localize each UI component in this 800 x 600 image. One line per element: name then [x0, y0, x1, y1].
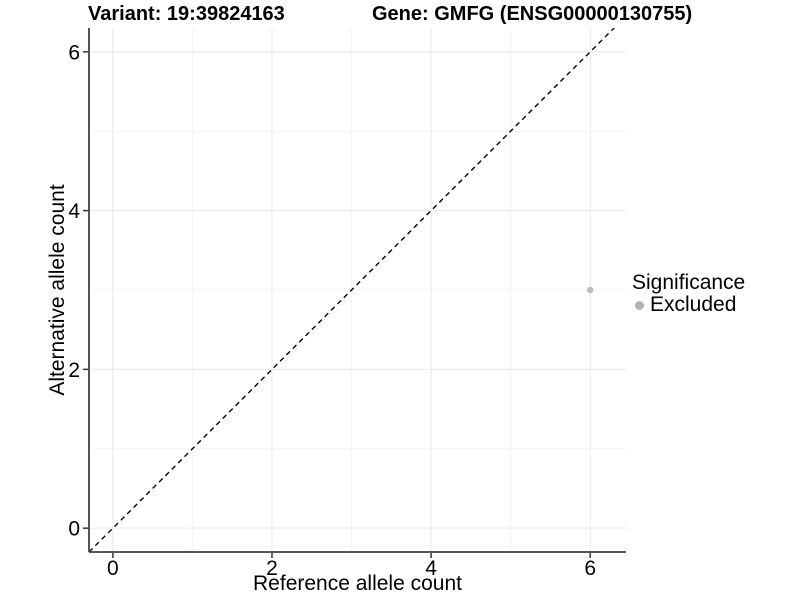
plot-title-gene: Gene: GMFG (ENSG00000130755) — [372, 3, 693, 25]
y-tick-label: 2 — [68, 359, 80, 382]
legend-item-excluded: Excluded — [630, 293, 745, 316]
x-tick-label: 2 — [266, 557, 278, 580]
data-point — [587, 286, 594, 294]
y-tick-label: 4 — [68, 200, 80, 223]
legend-item-label: Excluded — [650, 293, 737, 316]
plot-title-variant: Variant: 19:39824163 — [88, 3, 285, 25]
x-tick-label: 4 — [425, 557, 437, 580]
legend-title: Significance — [632, 271, 746, 294]
y-tick-label: 6 — [68, 41, 80, 64]
legend: Significance Excluded — [630, 271, 746, 316]
x-tick-label: 6 — [584, 557, 596, 580]
x-axis-title: Reference allele count — [253, 572, 462, 595]
identity-reference-line — [89, 28, 616, 552]
x-tick-label: 0 — [107, 557, 119, 580]
legend-point-icon — [635, 300, 644, 310]
y-axis-title: Alternative allele count — [46, 184, 69, 395]
y-tick-label: 0 — [68, 518, 80, 541]
